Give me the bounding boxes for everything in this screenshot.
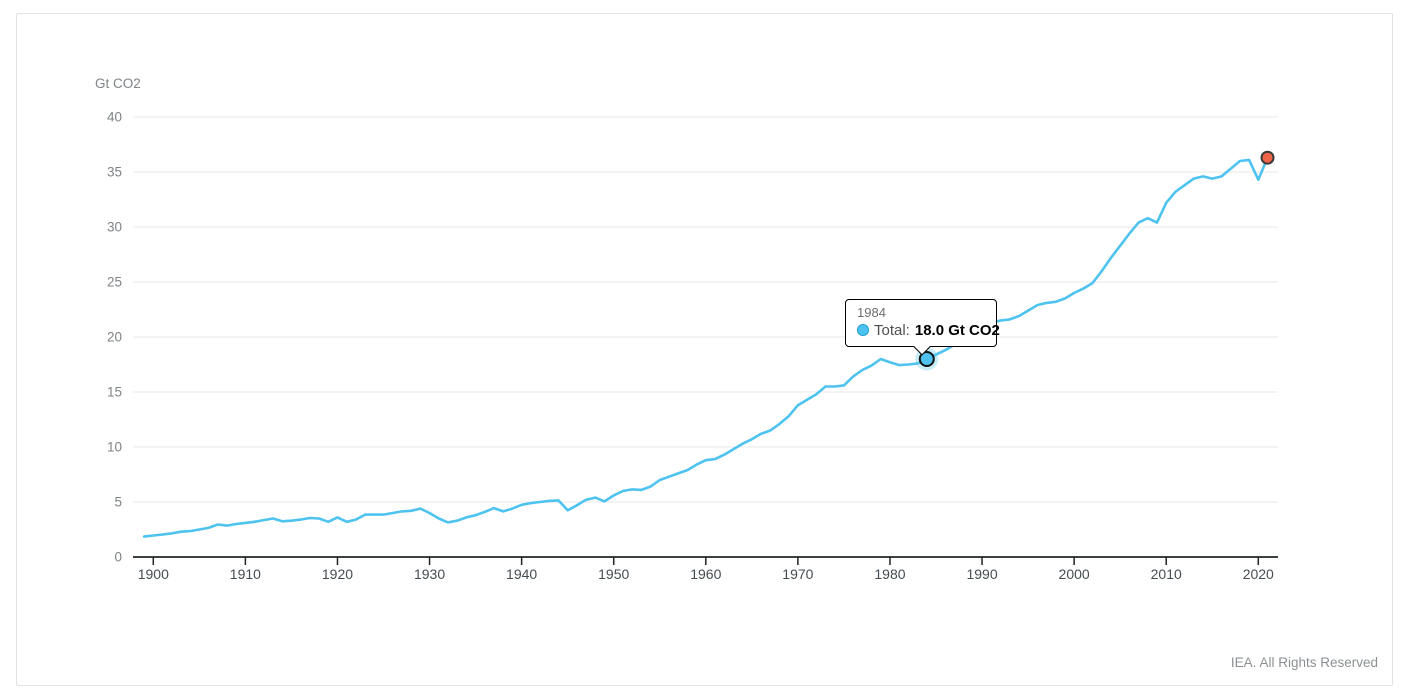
x-tick-label: 1950 xyxy=(598,566,629,582)
series-legend-dot-icon xyxy=(857,324,869,337)
y-tick-label: 35 xyxy=(107,165,122,180)
y-tick-label: 25 xyxy=(107,275,122,290)
tooltip-year: 1984 xyxy=(857,305,886,320)
tooltip-value: 18.0 Gt CO2 xyxy=(914,321,1000,339)
tooltip-series-row: Total: 18.0 Gt CO2 xyxy=(857,321,1000,339)
x-tick-label: 1920 xyxy=(322,566,353,582)
y-tick-label: 20 xyxy=(107,330,122,345)
tooltip: 1984 Total: 18.0 Gt CO2 xyxy=(845,299,1000,356)
x-tick-label: 1960 xyxy=(690,566,721,582)
x-tick-label: 1940 xyxy=(506,566,537,582)
x-tick-label: 2000 xyxy=(1059,566,1090,582)
y-axis-unit-label: Gt CO2 xyxy=(95,76,141,91)
highlighted-data-point-1984[interactable] xyxy=(918,351,935,367)
chart-card xyxy=(16,13,1393,686)
y-tick-label: 5 xyxy=(114,495,122,510)
x-tick-label: 1930 xyxy=(414,566,445,582)
series-end-point-2021[interactable] xyxy=(1260,150,1275,165)
x-tick-label: 1980 xyxy=(874,566,905,582)
y-tick-label: 30 xyxy=(107,220,122,235)
total-emissions-series-line[interactable] xyxy=(142,156,1269,538)
y-tick-label: 40 xyxy=(107,110,122,125)
y-tick-label: 10 xyxy=(107,440,122,455)
y-tick-label: 0 xyxy=(114,550,122,565)
tooltip-series-label: Total: xyxy=(874,321,910,339)
y-tick-label: 15 xyxy=(107,385,122,400)
x-tick-label: 1910 xyxy=(230,566,261,582)
x-tick-label: 1900 xyxy=(138,566,169,582)
x-tick-label: 1990 xyxy=(966,566,997,582)
x-tick-label: 2010 xyxy=(1151,566,1182,582)
x-tick-label: 1970 xyxy=(782,566,813,582)
copyright-credit: IEA. All Rights Reserved xyxy=(1230,655,1378,670)
x-tick-label: 2020 xyxy=(1243,566,1274,582)
